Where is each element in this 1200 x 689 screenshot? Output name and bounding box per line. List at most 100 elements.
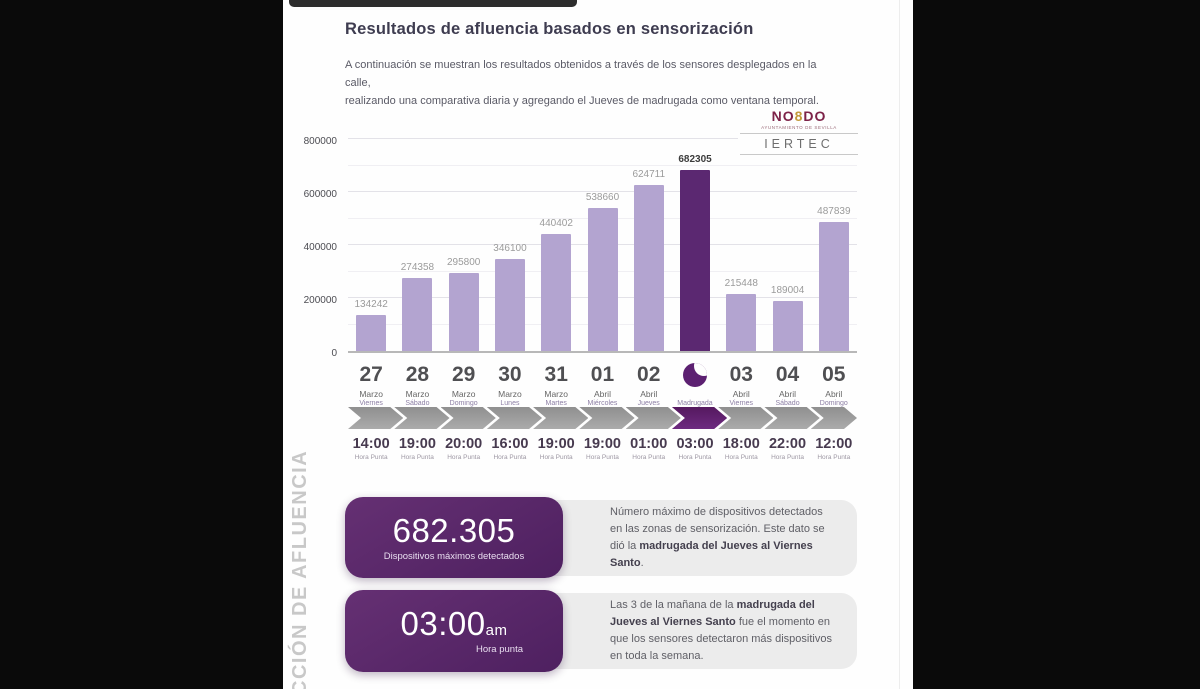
bar-value: 134242: [354, 299, 388, 311]
date-weekday: Domingo: [449, 400, 478, 407]
time-cell: 01:00 Hora Punta: [626, 436, 672, 461]
peak-time-label: Hora Punta: [354, 454, 388, 461]
card1-value: 682.305: [392, 511, 516, 549]
date-weekday: Madrugada: [677, 400, 713, 407]
date-day: 29: [451, 363, 476, 386]
date-weekday: Viernes: [359, 400, 383, 407]
times-row: 14:00 Hora Punta 19:00 Hora Punta 20:00 Hora …: [348, 436, 857, 461]
logo-divider-top: [740, 133, 858, 134]
bar-value: 295800: [446, 256, 481, 268]
time-cell: 03:00 Hora Punta: [672, 436, 718, 461]
date-day: 28: [405, 363, 430, 386]
card2-text-before: Las 3 de la mañana de la: [610, 598, 737, 611]
card1-text-before: Número máximo de dispositivos detectados…: [610, 505, 825, 552]
chevron: [441, 407, 496, 429]
chevron: [764, 407, 819, 429]
peak-time: 14:00: [352, 436, 390, 452]
chevron: [811, 407, 857, 429]
date-month: Abril: [640, 389, 658, 399]
page-title: Resultados de afluencia basados en senso…: [345, 20, 754, 38]
date-day: 05: [822, 363, 846, 386]
peak-time-label: Hora Punta: [400, 454, 434, 461]
gridline: [348, 138, 857, 139]
time-cell: 18:00 Hora Punta: [718, 436, 764, 461]
card2-text-after: fue el momento en que los sensores detec…: [610, 615, 832, 663]
chevron-band: [348, 407, 868, 429]
peak-time: 19:00: [537, 436, 575, 452]
date-month: Abril: [593, 389, 611, 399]
slide-edge: [899, 0, 900, 689]
iertec-logo: IERTEC: [764, 137, 834, 151]
date-day: 27: [359, 363, 383, 386]
date-cell: 28 Marzo Sábado: [394, 363, 440, 407]
date-day: 30: [498, 363, 522, 386]
date-day: 31: [544, 363, 568, 386]
date-cell: 04 Abril Sábado: [764, 363, 810, 407]
chevron: [626, 407, 681, 429]
peak-time: 18:00: [722, 436, 760, 452]
bar: [680, 170, 711, 351]
date-day: 04: [775, 363, 800, 386]
bar: [772, 300, 803, 351]
peak-time: 01:00: [630, 436, 668, 452]
peak-time: 16:00: [491, 436, 529, 452]
chevron: [394, 407, 449, 429]
peak-time-label: Hora Punta: [539, 454, 573, 461]
bar: [818, 221, 849, 351]
dates-row: 27 Marzo Viernes 28 Marzo Sábado 29 Marzo Doming…: [348, 363, 857, 407]
bar: [587, 208, 618, 351]
date-cell: 27 Marzo Viernes: [348, 363, 394, 407]
max-devices-value-box: 682.305 Dispositivos máximos detectados: [345, 497, 563, 578]
subtitle-line-2: realizando una comparativa diaria y agre…: [345, 95, 819, 108]
max-devices-label: Dispositivos máximos detectados: [383, 550, 525, 562]
bar-value: 215448: [724, 277, 758, 289]
time-cell: 20:00 Hora Punta: [441, 436, 487, 461]
slide: CCIÓN DE AFLUENCIA Resultados de afluenc…: [283, 0, 913, 689]
logo-block: NO8DO AYUNTAMIENTO DE SEVILLA IERTEC: [738, 108, 860, 158]
chart-plot: 134242 274358 295800 346100 440402 538660 6247…: [348, 138, 857, 353]
peak-hour-value-box: 03:00am Hora punta: [345, 590, 563, 672]
gridline: [348, 164, 857, 166]
date-weekday: Jueves: [637, 400, 660, 407]
chevron: [718, 407, 773, 429]
bar-value: 624711: [632, 169, 666, 181]
bar: [402, 278, 433, 351]
peak-time-label: Hora Punta: [493, 454, 527, 461]
y-axis-label: 0: [331, 348, 337, 359]
moon-icon: [682, 363, 707, 387]
time-cell: 22:00 Hora Punta: [764, 436, 810, 461]
bar: [541, 234, 572, 351]
section-side-label: CCIÓN DE AFLUENCIA: [289, 449, 311, 689]
date-month: Abril: [825, 389, 843, 399]
date-month: Abril: [779, 389, 797, 399]
peak-time-label: Hora Punta: [817, 454, 851, 461]
y-axis-label: 600000: [303, 189, 337, 200]
date-cell: 02 Abril Jueves: [626, 363, 672, 407]
date-cell: 05 Abril Domingo: [811, 363, 857, 407]
peak-time: 19:00: [583, 436, 621, 452]
peak-time-label: Hora Punta: [678, 454, 712, 461]
top-strip: [289, 0, 577, 7]
date-weekday: Martes: [545, 400, 567, 407]
date-cell: Madrugada: [672, 363, 718, 407]
peak-time-label: Hora Punta: [632, 454, 666, 461]
time-cell: 19:00 Hora Punta: [533, 436, 579, 461]
bar-value: 440402: [539, 218, 573, 230]
date-weekday: Sábado: [405, 400, 430, 407]
subtitle-line-1: A continuación se muestran los resultado…: [345, 59, 817, 90]
date-day: 03: [729, 363, 753, 386]
date-cell: 29 Marzo Domingo: [441, 363, 487, 407]
date-weekday: Lunes: [500, 400, 520, 407]
nosdo-subtext: AYUNTAMIENTO DE SEVILLA: [761, 125, 837, 130]
peak-time-label: Hora Punta: [724, 454, 758, 461]
y-axis: 800000 600000 400000 200000 0: [297, 136, 343, 359]
date-month: [672, 389, 718, 399]
bar: [726, 293, 757, 351]
card2-value: 03:00: [400, 605, 486, 642]
date-month: Marzo: [544, 389, 568, 399]
nosdo-eight-icon: 8: [794, 108, 804, 124]
card2-value-suffix: am: [485, 622, 508, 639]
page-subtitle: A continuación se muestran los resultado…: [345, 56, 825, 110]
chevron: [533, 407, 588, 429]
